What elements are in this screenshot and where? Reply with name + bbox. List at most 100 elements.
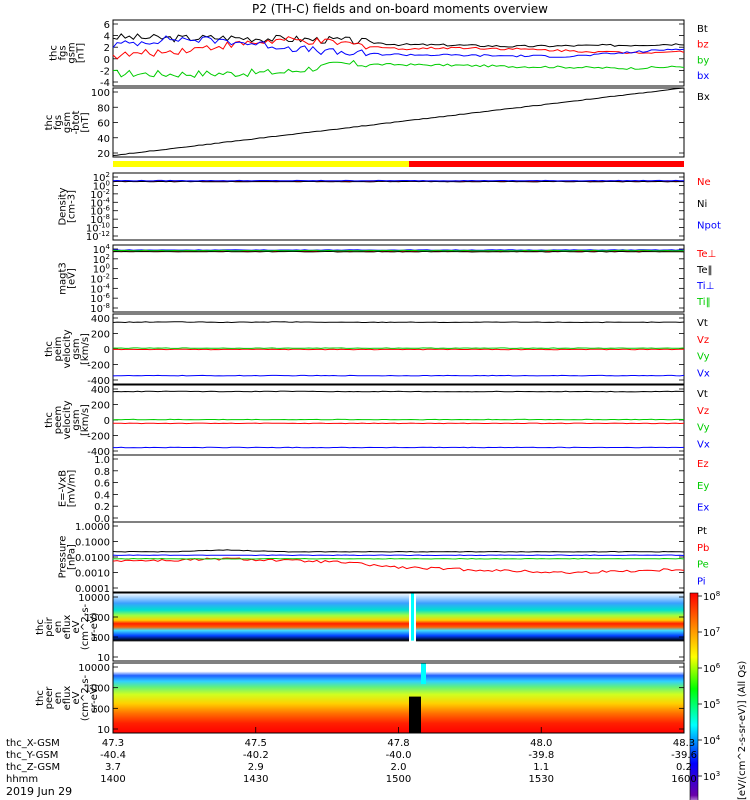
y-tick-label: 100 bbox=[93, 263, 110, 276]
y-axis-label: sr-eV) bbox=[89, 683, 100, 712]
y-axis-label: [eV] bbox=[67, 268, 78, 289]
y-tick-label: -4 bbox=[100, 78, 110, 89]
legend-entry: Pe bbox=[697, 560, 709, 571]
colorbar-tick-label: 107 bbox=[703, 626, 720, 639]
y-axis-label: thc bbox=[35, 619, 46, 635]
y-tick-label: 0 bbox=[104, 345, 110, 356]
panel-frame bbox=[112, 172, 685, 241]
y-axis-label: en bbox=[53, 692, 64, 705]
y-tick-label: 0.1000 bbox=[75, 538, 110, 549]
legend-entry: Te‖ bbox=[696, 265, 713, 276]
y-axis-label: Density bbox=[58, 187, 69, 225]
legend-entry: Vt bbox=[697, 389, 708, 400]
spectrogram-spike bbox=[411, 593, 414, 641]
ephemeris-value: 47.5 bbox=[245, 738, 267, 749]
legend-entry: Vz bbox=[697, 406, 709, 417]
y-tick-label: 0.4 bbox=[94, 490, 110, 501]
series-line bbox=[112, 180, 685, 183]
y-tick-label: 100 bbox=[93, 179, 110, 192]
ephemeris-value: 48.3 bbox=[673, 738, 695, 749]
y-tick-label: -2 bbox=[100, 66, 110, 77]
y-axis-label: -btot bbox=[71, 110, 82, 134]
y-tick-label: -200 bbox=[87, 432, 110, 443]
y-axis-label: [cm-3] bbox=[67, 190, 78, 223]
ephemeris-value: 2.9 bbox=[248, 762, 264, 773]
spectrogram-fill bbox=[113, 663, 684, 733]
y-axis-label: thc bbox=[44, 115, 55, 131]
y-tick-label: 0.2 bbox=[94, 502, 110, 513]
colorbar: 108 107 106 105 104 103 [eV/(cm^2-s-sr-eV)] (… bbox=[689, 590, 748, 800]
legend-entry: Ey bbox=[697, 481, 709, 492]
y-axis-label: sr-eV) bbox=[89, 612, 100, 641]
y-tick-label: 20 bbox=[97, 149, 110, 160]
ephemeris-value: 0.2 bbox=[676, 762, 692, 773]
colorbar-tick-label: 105 bbox=[703, 698, 720, 711]
y-tick-label: 0.8 bbox=[94, 467, 110, 478]
y-tick-label: 10-8 bbox=[90, 213, 110, 226]
colorbar-gradient bbox=[689, 592, 699, 800]
panel-frame bbox=[112, 244, 685, 313]
panel-frame bbox=[112, 592, 685, 662]
ephemeris-value: 2.0 bbox=[391, 762, 407, 773]
y-tick-label: 10 bbox=[97, 653, 110, 664]
series-line bbox=[112, 348, 685, 351]
y-axis-label: [km/s] bbox=[80, 333, 91, 365]
y-tick-label: 2 bbox=[104, 43, 110, 54]
y-tick-label: -400 bbox=[87, 447, 110, 458]
spectrogram-fill bbox=[113, 593, 684, 661]
y-tick-label: 10-10 bbox=[86, 222, 110, 235]
y-tick-label: 10-2 bbox=[90, 188, 110, 201]
ephemeris-value: 1.1 bbox=[533, 762, 549, 773]
panel-7: 1.00.80.60.40.20.0 E=-VxB[mV/m] Ez Ey Ex bbox=[58, 454, 709, 525]
series-line bbox=[112, 321, 685, 324]
y-axis-label: magt3 bbox=[58, 262, 69, 295]
y-axis-label: [nT] bbox=[80, 112, 91, 132]
panel-frame bbox=[112, 521, 685, 593]
series-line bbox=[112, 549, 685, 553]
panel-frame bbox=[112, 454, 685, 523]
y-axis-label: Pressure bbox=[58, 536, 69, 579]
legend-entry: Ex bbox=[697, 503, 709, 514]
x-axis-ephemeris: thc_X-GSM 47.3 47.5 47.8 48.0 48.3 thc_Y-GSM -4… bbox=[6, 727, 697, 785]
legend-entry: Ez bbox=[697, 459, 709, 470]
ephemeris-value: 1500 bbox=[386, 774, 411, 785]
legend-entry: Ne bbox=[697, 177, 711, 188]
legend-entry: bz bbox=[697, 40, 709, 51]
y-axis-label: gsm bbox=[67, 42, 78, 63]
y-axis-label: gsm bbox=[62, 112, 73, 133]
y-tick-label: 10 bbox=[97, 725, 110, 736]
series-line bbox=[112, 249, 685, 252]
y-tick-label: 40 bbox=[97, 134, 110, 145]
spectrogram-gap bbox=[409, 696, 421, 733]
legend-entry: Pt bbox=[697, 526, 707, 537]
ephemeris-row-label: thc_Y-GSM bbox=[6, 750, 58, 761]
ephemeris-value: -39.8 bbox=[528, 750, 554, 761]
series-line bbox=[112, 250, 685, 253]
series-line bbox=[112, 59, 685, 78]
ephemeris-value: -40.0 bbox=[386, 750, 412, 761]
legend-entry: Ni bbox=[697, 199, 707, 210]
y-tick-label: 0 bbox=[104, 55, 110, 66]
legend-entry: Ti‖ bbox=[696, 297, 711, 308]
spectrogram-spike bbox=[421, 663, 426, 684]
y-axis-label: peim bbox=[53, 336, 64, 361]
y-axis-label: thc bbox=[49, 45, 60, 61]
panel-8: 1.0000 0.1000 0.0100 0.0010 0.0001 Pressure[n… bbox=[58, 521, 709, 595]
y-tick-label: 104 bbox=[93, 243, 111, 256]
colorbar-label: [eV/(cm^2-s-sr-eV)] (All Qs) bbox=[737, 661, 748, 800]
ephemeris-row-label: hhmm bbox=[6, 774, 38, 785]
y-tick-label: 1000 bbox=[85, 613, 110, 624]
y-axis-label: eflux bbox=[62, 686, 73, 711]
colorbar-ticks: 108 107 106 105 104 103 bbox=[698, 590, 721, 783]
y-tick-label: 400 bbox=[91, 385, 110, 396]
series-line bbox=[112, 36, 685, 60]
y-tick-label: 6 bbox=[104, 20, 110, 31]
y-tick-label: 10000 bbox=[78, 593, 110, 604]
ephemeris-value: 47.3 bbox=[102, 738, 124, 749]
series-line bbox=[112, 422, 685, 425]
ephemeris-value: 47.8 bbox=[387, 738, 409, 749]
y-tick-label: 100 bbox=[91, 704, 110, 715]
